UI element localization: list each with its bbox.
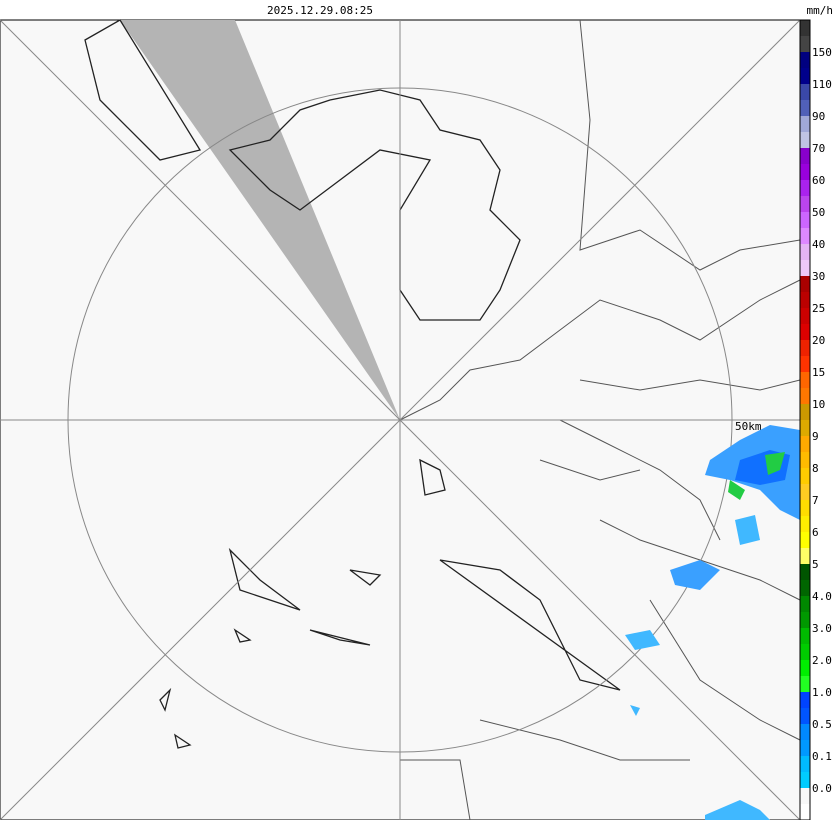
- legend-label: 4.0: [812, 590, 832, 603]
- legend-swatch: [800, 772, 810, 788]
- echo-layer: [625, 425, 800, 820]
- legend-label: 90: [812, 110, 825, 123]
- echo: [728, 480, 745, 500]
- legend-label: 40: [812, 238, 825, 251]
- legend-swatch: [800, 500, 810, 516]
- legend-label: 8: [812, 462, 819, 475]
- legend-swatch: [800, 804, 810, 820]
- legend-swatch: [800, 372, 810, 388]
- legend-label: 15: [812, 366, 825, 379]
- legend-label: 25: [812, 302, 825, 315]
- legend-swatch: [800, 212, 810, 228]
- legend-swatch: [800, 484, 810, 500]
- legend-swatch: [800, 788, 810, 804]
- islands: [159, 458, 621, 749]
- legend-swatch: [800, 20, 810, 36]
- legend-label: 5: [812, 558, 819, 571]
- legend-label: 30: [812, 270, 825, 283]
- legend-label: 150: [812, 46, 832, 59]
- legend-label: 0.1: [812, 750, 832, 763]
- legend-label: 6: [812, 526, 819, 539]
- legend-swatch: [800, 724, 810, 740]
- legend-swatch: [800, 116, 810, 132]
- legend-swatch: [800, 692, 810, 708]
- legend-swatch: [800, 180, 810, 196]
- blocked-sector: [120, 20, 400, 420]
- legend-swatch: [800, 196, 810, 212]
- timestamp: 2025.12.29.08:25: [267, 4, 373, 17]
- legend-label: 110: [812, 78, 832, 91]
- legend-label: 0.5: [812, 718, 832, 731]
- legend-swatch: [800, 420, 810, 436]
- legend-swatch: [800, 756, 810, 772]
- legend-swatch: [800, 228, 810, 244]
- legend-label: 1.0: [812, 686, 832, 699]
- legend-swatch: [800, 596, 810, 612]
- legend-swatch: [800, 244, 810, 260]
- echo: [625, 630, 660, 650]
- legend-swatch: [800, 276, 810, 292]
- legend-swatch: [800, 580, 810, 596]
- legend-label: 20: [812, 334, 825, 347]
- legend-swatch: [800, 708, 810, 724]
- legend-swatch: [800, 68, 810, 84]
- legend-swatch: [800, 84, 810, 100]
- legend-label: 10: [812, 398, 825, 411]
- legend-label: 9: [812, 430, 819, 443]
- legend-swatch: [800, 356, 810, 372]
- legend-swatch: [800, 164, 810, 180]
- legend-label: 70: [812, 142, 825, 155]
- legend-swatch: [800, 676, 810, 692]
- color-legend: 150 110 90 70 60 50 40 30 25 20 15 10 9 8 7 6 5 4.0 3.0 2.0…: [799, 19, 832, 821]
- legend-swatch: [800, 564, 810, 580]
- legend-swatch: [800, 388, 810, 404]
- legend-label: 0.0: [812, 782, 832, 795]
- legend-swatch: [800, 132, 810, 148]
- legend-swatch: [800, 148, 810, 164]
- legend-label: 60: [812, 174, 825, 187]
- legend-swatch: [800, 628, 810, 644]
- legend-swatch: [800, 644, 810, 660]
- legend-swatch: [800, 292, 810, 308]
- legend-swatch: [800, 532, 810, 548]
- legend-swatch: [800, 308, 810, 324]
- coastline: [84, 19, 521, 321]
- legend-swatch: [800, 324, 810, 340]
- diagonal: [0, 19, 801, 821]
- legend-label: 7: [812, 494, 819, 507]
- legend-swatch: [800, 52, 810, 68]
- legend-swatch: [800, 100, 810, 116]
- range-label: 50km: [735, 420, 762, 433]
- legend-label: 50: [812, 206, 825, 219]
- legend-swatch: [800, 36, 810, 52]
- legend-swatch: [800, 260, 810, 276]
- legend-swatch: [800, 404, 810, 420]
- echo: [705, 800, 770, 820]
- range-rings: [0, 19, 801, 821]
- legend-swatch: [800, 436, 810, 452]
- legend-label: 2.0: [812, 654, 832, 667]
- legend-swatch: [800, 452, 810, 468]
- legend-swatch: [800, 548, 810, 564]
- echo: [630, 705, 640, 716]
- echo: [765, 452, 785, 475]
- echo: [735, 515, 760, 545]
- unit-label: mm/h: [807, 4, 834, 17]
- legend-swatch: [800, 468, 810, 484]
- map-layer: [84, 19, 801, 821]
- legend-swatch: [800, 660, 810, 676]
- legend-label: 3.0: [812, 622, 832, 635]
- legend-swatch: [800, 340, 810, 356]
- echo: [670, 560, 720, 590]
- legend-swatch: [800, 516, 810, 532]
- legend-swatch: [800, 740, 810, 756]
- legend-swatch: [800, 612, 810, 628]
